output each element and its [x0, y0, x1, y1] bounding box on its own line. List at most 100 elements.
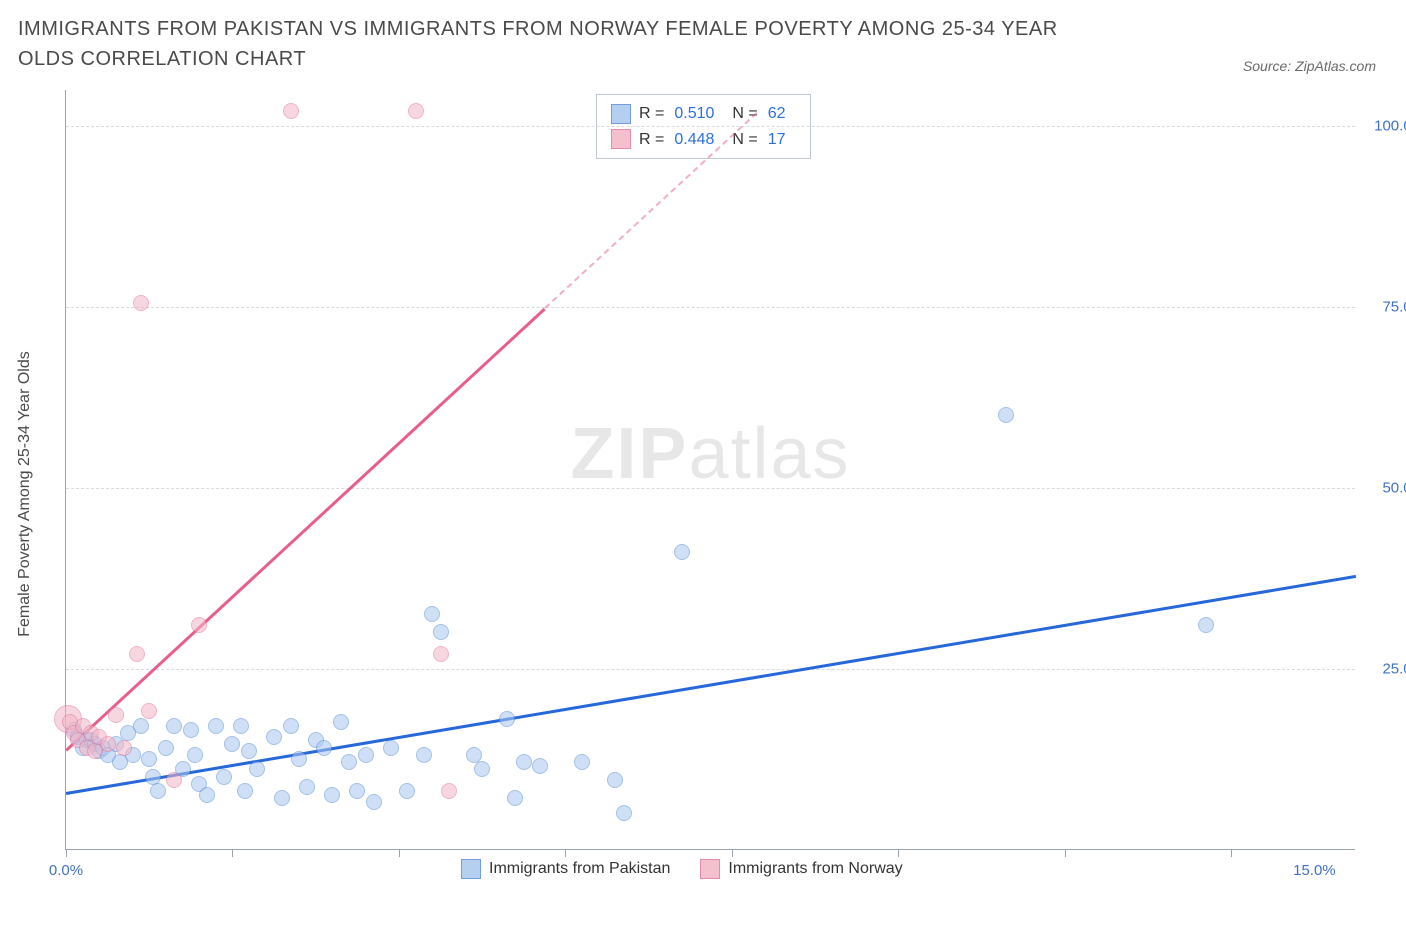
y-tick-label: 75.0% — [1382, 299, 1406, 316]
plot-area: ZIPatlas R =0.510N =62R =0.448N =17 Immi… — [65, 90, 1355, 850]
data-point — [224, 736, 240, 752]
data-point — [133, 295, 149, 311]
data-point — [674, 544, 690, 560]
stat-r-value: 0.448 — [674, 127, 714, 153]
x-tick — [898, 849, 899, 857]
data-point — [1198, 617, 1214, 633]
stat-n-value: 17 — [768, 127, 786, 153]
y-axis-label: Female Poverty Among 25-34 Year Olds — [16, 351, 34, 637]
stats-legend-row: R =0.448N =17 — [611, 127, 796, 153]
data-point — [116, 740, 132, 756]
data-point — [158, 740, 174, 756]
data-point — [249, 761, 265, 777]
stat-r-value: 0.510 — [674, 101, 714, 127]
data-point — [299, 779, 315, 795]
data-point — [433, 646, 449, 662]
watermark: ZIPatlas — [570, 413, 850, 495]
x-tick — [399, 849, 400, 857]
legend-swatch — [700, 859, 720, 879]
watermark-atlas: atlas — [688, 414, 850, 494]
data-point — [241, 743, 257, 759]
data-point — [424, 606, 440, 622]
x-tick-label: 15.0% — [1293, 862, 1336, 879]
data-point — [133, 718, 149, 734]
x-tick — [1231, 849, 1232, 857]
data-point — [516, 754, 532, 770]
data-point — [187, 747, 203, 763]
legend-item: Immigrants from Pakistan — [461, 859, 670, 879]
x-tick — [66, 849, 67, 857]
watermark-zip: ZIP — [570, 414, 688, 494]
y-tick-label: 50.0% — [1382, 480, 1406, 497]
data-point — [266, 729, 282, 745]
data-point — [441, 783, 457, 799]
data-point — [607, 772, 623, 788]
source-label: Source: ZipAtlas.com — [1243, 58, 1376, 74]
data-point — [341, 754, 357, 770]
legend-label: Immigrants from Norway — [728, 860, 902, 878]
stats-legend-row: R =0.510N =62 — [611, 101, 796, 127]
trend-line — [65, 307, 545, 750]
series-legend: Immigrants from Pakistan Immigrants from … — [461, 859, 903, 879]
data-point — [191, 617, 207, 633]
data-point — [349, 783, 365, 799]
data-point — [998, 407, 1014, 423]
data-point — [141, 703, 157, 719]
data-point — [416, 747, 432, 763]
data-point — [532, 758, 548, 774]
plot-wrapper: Female Poverty Among 25-34 Year Olds ZIP… — [45, 90, 1385, 880]
data-point — [166, 772, 182, 788]
x-tick — [1065, 849, 1066, 857]
data-point — [108, 707, 124, 723]
data-point — [399, 783, 415, 799]
data-point — [333, 714, 349, 730]
data-point — [316, 740, 332, 756]
data-point — [199, 787, 215, 803]
data-point — [274, 790, 290, 806]
data-point — [433, 624, 449, 640]
data-point — [100, 736, 116, 752]
data-point — [358, 747, 374, 763]
legend-swatch — [461, 859, 481, 879]
data-point — [499, 711, 515, 727]
data-point — [383, 740, 399, 756]
data-point — [283, 718, 299, 734]
stat-r-label: R = — [639, 127, 664, 153]
legend-item: Immigrants from Norway — [700, 859, 902, 879]
x-tick — [732, 849, 733, 857]
data-point — [183, 722, 199, 738]
data-point — [145, 769, 161, 785]
x-tick-label: 0.0% — [49, 862, 83, 879]
data-point — [291, 751, 307, 767]
data-point — [574, 754, 590, 770]
data-point — [216, 769, 232, 785]
gridline — [66, 126, 1355, 127]
x-tick — [232, 849, 233, 857]
gridline — [66, 488, 1355, 489]
data-point — [324, 787, 340, 803]
legend-swatch — [611, 129, 631, 149]
data-point — [283, 103, 299, 119]
legend-label: Immigrants from Pakistan — [489, 860, 670, 878]
data-point — [166, 718, 182, 734]
y-tick-label: 25.0% — [1382, 661, 1406, 678]
data-point — [474, 761, 490, 777]
gridline — [66, 307, 1355, 308]
stat-r-label: R = — [639, 101, 664, 127]
data-point — [366, 794, 382, 810]
data-point — [616, 805, 632, 821]
chart-title: IMMIGRANTS FROM PAKISTAN VS IMMIGRANTS F… — [18, 14, 1118, 74]
data-point — [466, 747, 482, 763]
legend-swatch — [611, 104, 631, 124]
data-point — [233, 718, 249, 734]
data-point — [208, 718, 224, 734]
stat-n-value: 62 — [768, 101, 786, 127]
y-tick-label: 100.0% — [1374, 118, 1406, 135]
data-point — [141, 751, 157, 767]
data-point — [507, 790, 523, 806]
gridline — [66, 669, 1355, 670]
data-point — [408, 103, 424, 119]
data-point — [237, 783, 253, 799]
x-tick — [565, 849, 566, 857]
data-point — [129, 646, 145, 662]
